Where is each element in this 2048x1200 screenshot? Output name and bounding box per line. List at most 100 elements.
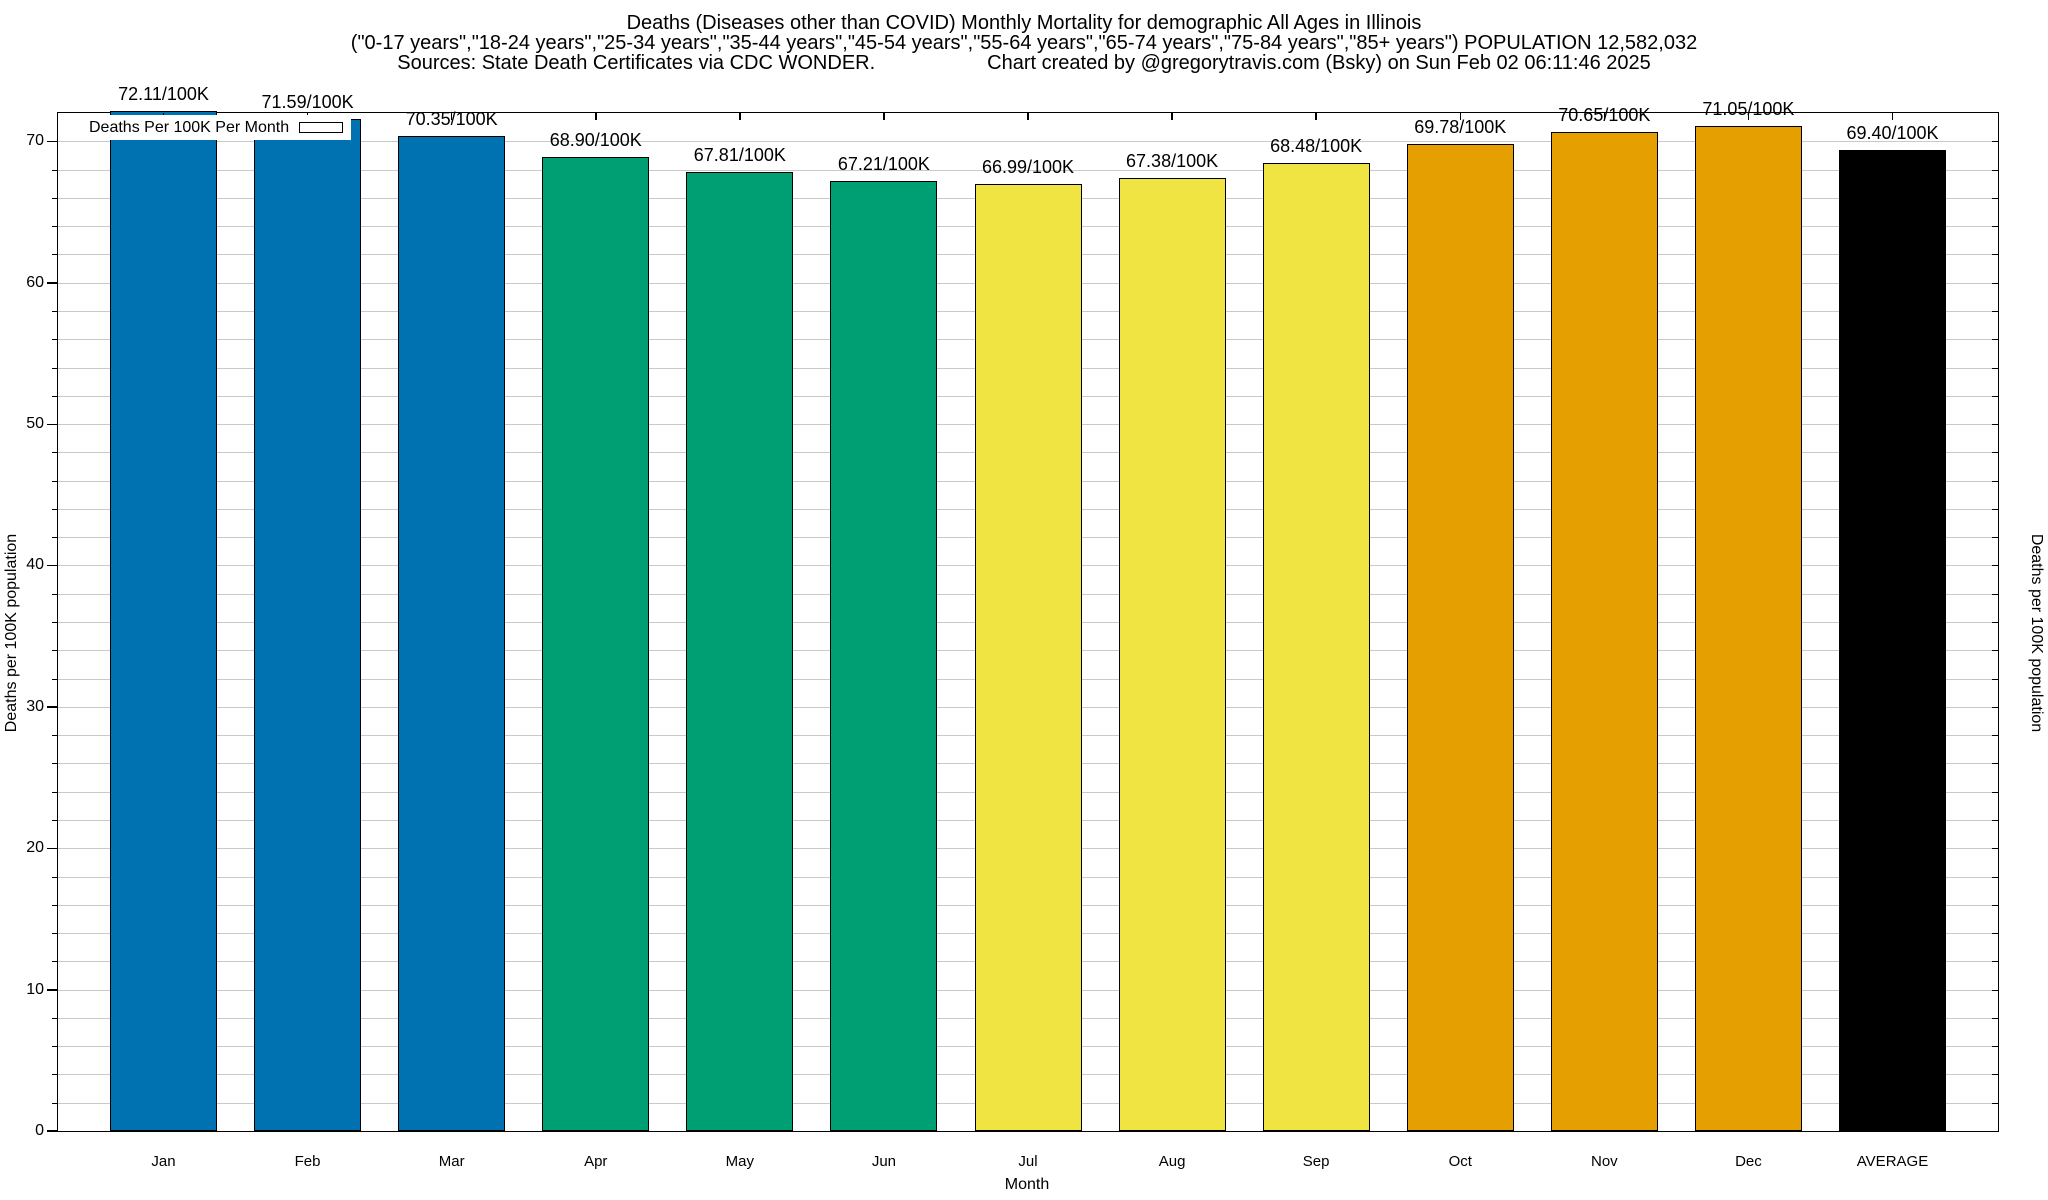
- y-tick-mark: [1992, 763, 1998, 765]
- y-tick-mark: [1992, 933, 1998, 935]
- x-tick-label: Sep: [1302, 1153, 1330, 1170]
- x-tick-mark: [595, 113, 597, 120]
- y-tick-mark: [52, 593, 57, 595]
- y-tick-mark: [1992, 141, 1998, 143]
- y-tick-mark: [52, 537, 57, 539]
- legend: Deaths Per 100K Per Month: [83, 115, 352, 140]
- x-tick-label: Jul: [1018, 1153, 1038, 1170]
- chart-sources: Sources: State Death Certificates via CD…: [397, 52, 876, 74]
- y-tick-mark: [52, 933, 57, 935]
- bar: [1550, 132, 1658, 1131]
- y-tick-mark: [1992, 565, 1998, 567]
- y-tick-mark: [1992, 650, 1998, 652]
- bar: [254, 118, 362, 1131]
- y-tick-mark: [52, 791, 57, 793]
- y-tick-mark: [1992, 904, 1998, 906]
- y-tick-mark: [1992, 876, 1998, 878]
- y-tick-mark: [1992, 791, 1998, 793]
- bar-value-label: 71.59/100K: [261, 91, 354, 112]
- bar: [1839, 149, 1946, 1131]
- bar-value-label: 68.48/100K: [1270, 135, 1363, 156]
- y-tick-mark: [47, 282, 57, 284]
- x-axis-label: Month: [1004, 1176, 1050, 1193]
- y-axis-label-left: Deaths per 100K population: [3, 533, 20, 733]
- chart-credit: Chart created by @gregorytravis.com (Bsk…: [987, 52, 1651, 74]
- x-tick-mark: [883, 113, 885, 120]
- y-tick-label: 30: [26, 697, 44, 715]
- y-tick-mark: [1992, 961, 1998, 963]
- y-tick-mark: [52, 169, 57, 171]
- x-tick-mark: [1891, 113, 1894, 120]
- bar: [110, 111, 217, 1131]
- y-tick-mark: [1992, 254, 1998, 256]
- y-tick-mark: [52, 735, 57, 737]
- y-tick-mark: [52, 876, 57, 878]
- y-tick-mark: [1992, 1102, 1998, 1104]
- bar: [830, 180, 938, 1131]
- y-tick-mark: [1992, 593, 1998, 595]
- x-tick-label: Dec: [1735, 1153, 1762, 1170]
- y-tick-label: 0: [35, 1122, 44, 1139]
- y-tick-mark: [1992, 706, 1998, 708]
- y-tick-label: 20: [26, 839, 44, 857]
- plot-area: Deaths Per 100K Per Month 0 10 20 30 40 50 60 7…: [26, 84, 1999, 1170]
- y-tick-mark: [1992, 197, 1998, 199]
- y-tick-mark: [52, 650, 57, 652]
- bar: [542, 156, 650, 1131]
- y-tick-mark: [1992, 310, 1998, 312]
- gridline: [58, 141, 1998, 143]
- bar-value-label: 69.40/100K: [1846, 122, 1939, 143]
- y-tick-mark: [52, 622, 57, 623]
- y-tick-label: 40: [26, 556, 44, 574]
- y-tick-mark: [52, 339, 57, 341]
- y-tick-label: 10: [26, 980, 44, 998]
- bar-value-label: 68.90/100K: [549, 129, 642, 150]
- bar-value-label: 67.81/100K: [693, 145, 786, 166]
- bar-value-label: 67.21/100K: [837, 153, 930, 174]
- chart-title-line2: ("0-17 years","18-24 years","25-34 years…: [350, 32, 1698, 54]
- y-tick-mark: [52, 508, 57, 510]
- x-tick-label: Jun: [871, 1153, 896, 1170]
- x-tick-label: AVERAGE: [1856, 1153, 1929, 1170]
- y-tick-mark: [52, 310, 57, 312]
- y-tick-mark: [1992, 226, 1998, 228]
- y-tick-mark: [47, 706, 57, 708]
- gridline: [58, 169, 1998, 171]
- x-tick-mark: [1315, 113, 1317, 120]
- y-tick-mark: [47, 564, 57, 567]
- bar-value-label: 71.05/100K: [1702, 99, 1795, 120]
- bar: [398, 136, 506, 1131]
- y-tick-mark: [1992, 367, 1998, 369]
- y-tick-mark: [1992, 169, 1998, 171]
- y-tick-mark: [1992, 282, 1998, 284]
- bar: [1406, 144, 1514, 1131]
- y-tick-mark: [1992, 395, 1998, 397]
- y-tick-label: 60: [26, 273, 44, 291]
- bar-value-label: 67.38/100K: [1126, 151, 1219, 172]
- y-axis-label-right: Deaths per 100K population: [2028, 533, 2045, 733]
- y-tick-mark: [1992, 537, 1998, 539]
- bar: [974, 183, 1082, 1131]
- y-tick-mark: [1992, 1017, 1998, 1019]
- y-tick-mark: [47, 423, 57, 426]
- y-tick-mark: [52, 1046, 57, 1048]
- x-tick-mark: [1747, 113, 1750, 120]
- bar: [686, 172, 794, 1131]
- legend-label: Deaths Per 100K Per Month: [89, 118, 290, 136]
- y-tick-mark: [1992, 424, 1998, 426]
- x-tick-mark: [1171, 113, 1173, 120]
- x-tick-mark: [1603, 113, 1606, 120]
- y-tick-mark: [47, 847, 57, 850]
- x-tick-label: Oct: [1448, 1153, 1472, 1170]
- chart-title-line1: Deaths (Diseases other than COVID) Month…: [626, 12, 1422, 34]
- y-tick-mark: [1992, 622, 1998, 623]
- y-tick-mark: [1992, 480, 1998, 482]
- y-tick-mark: [47, 140, 57, 143]
- y-tick-mark: [1992, 508, 1998, 510]
- x-tick-label: Mar: [438, 1153, 465, 1170]
- y-tick-mark: [52, 367, 57, 369]
- chart-title-line3: Sources: State Death Certificates via CD…: [0, 53, 2048, 73]
- y-tick-mark: [52, 452, 57, 454]
- y-tick-mark: [52, 1102, 57, 1104]
